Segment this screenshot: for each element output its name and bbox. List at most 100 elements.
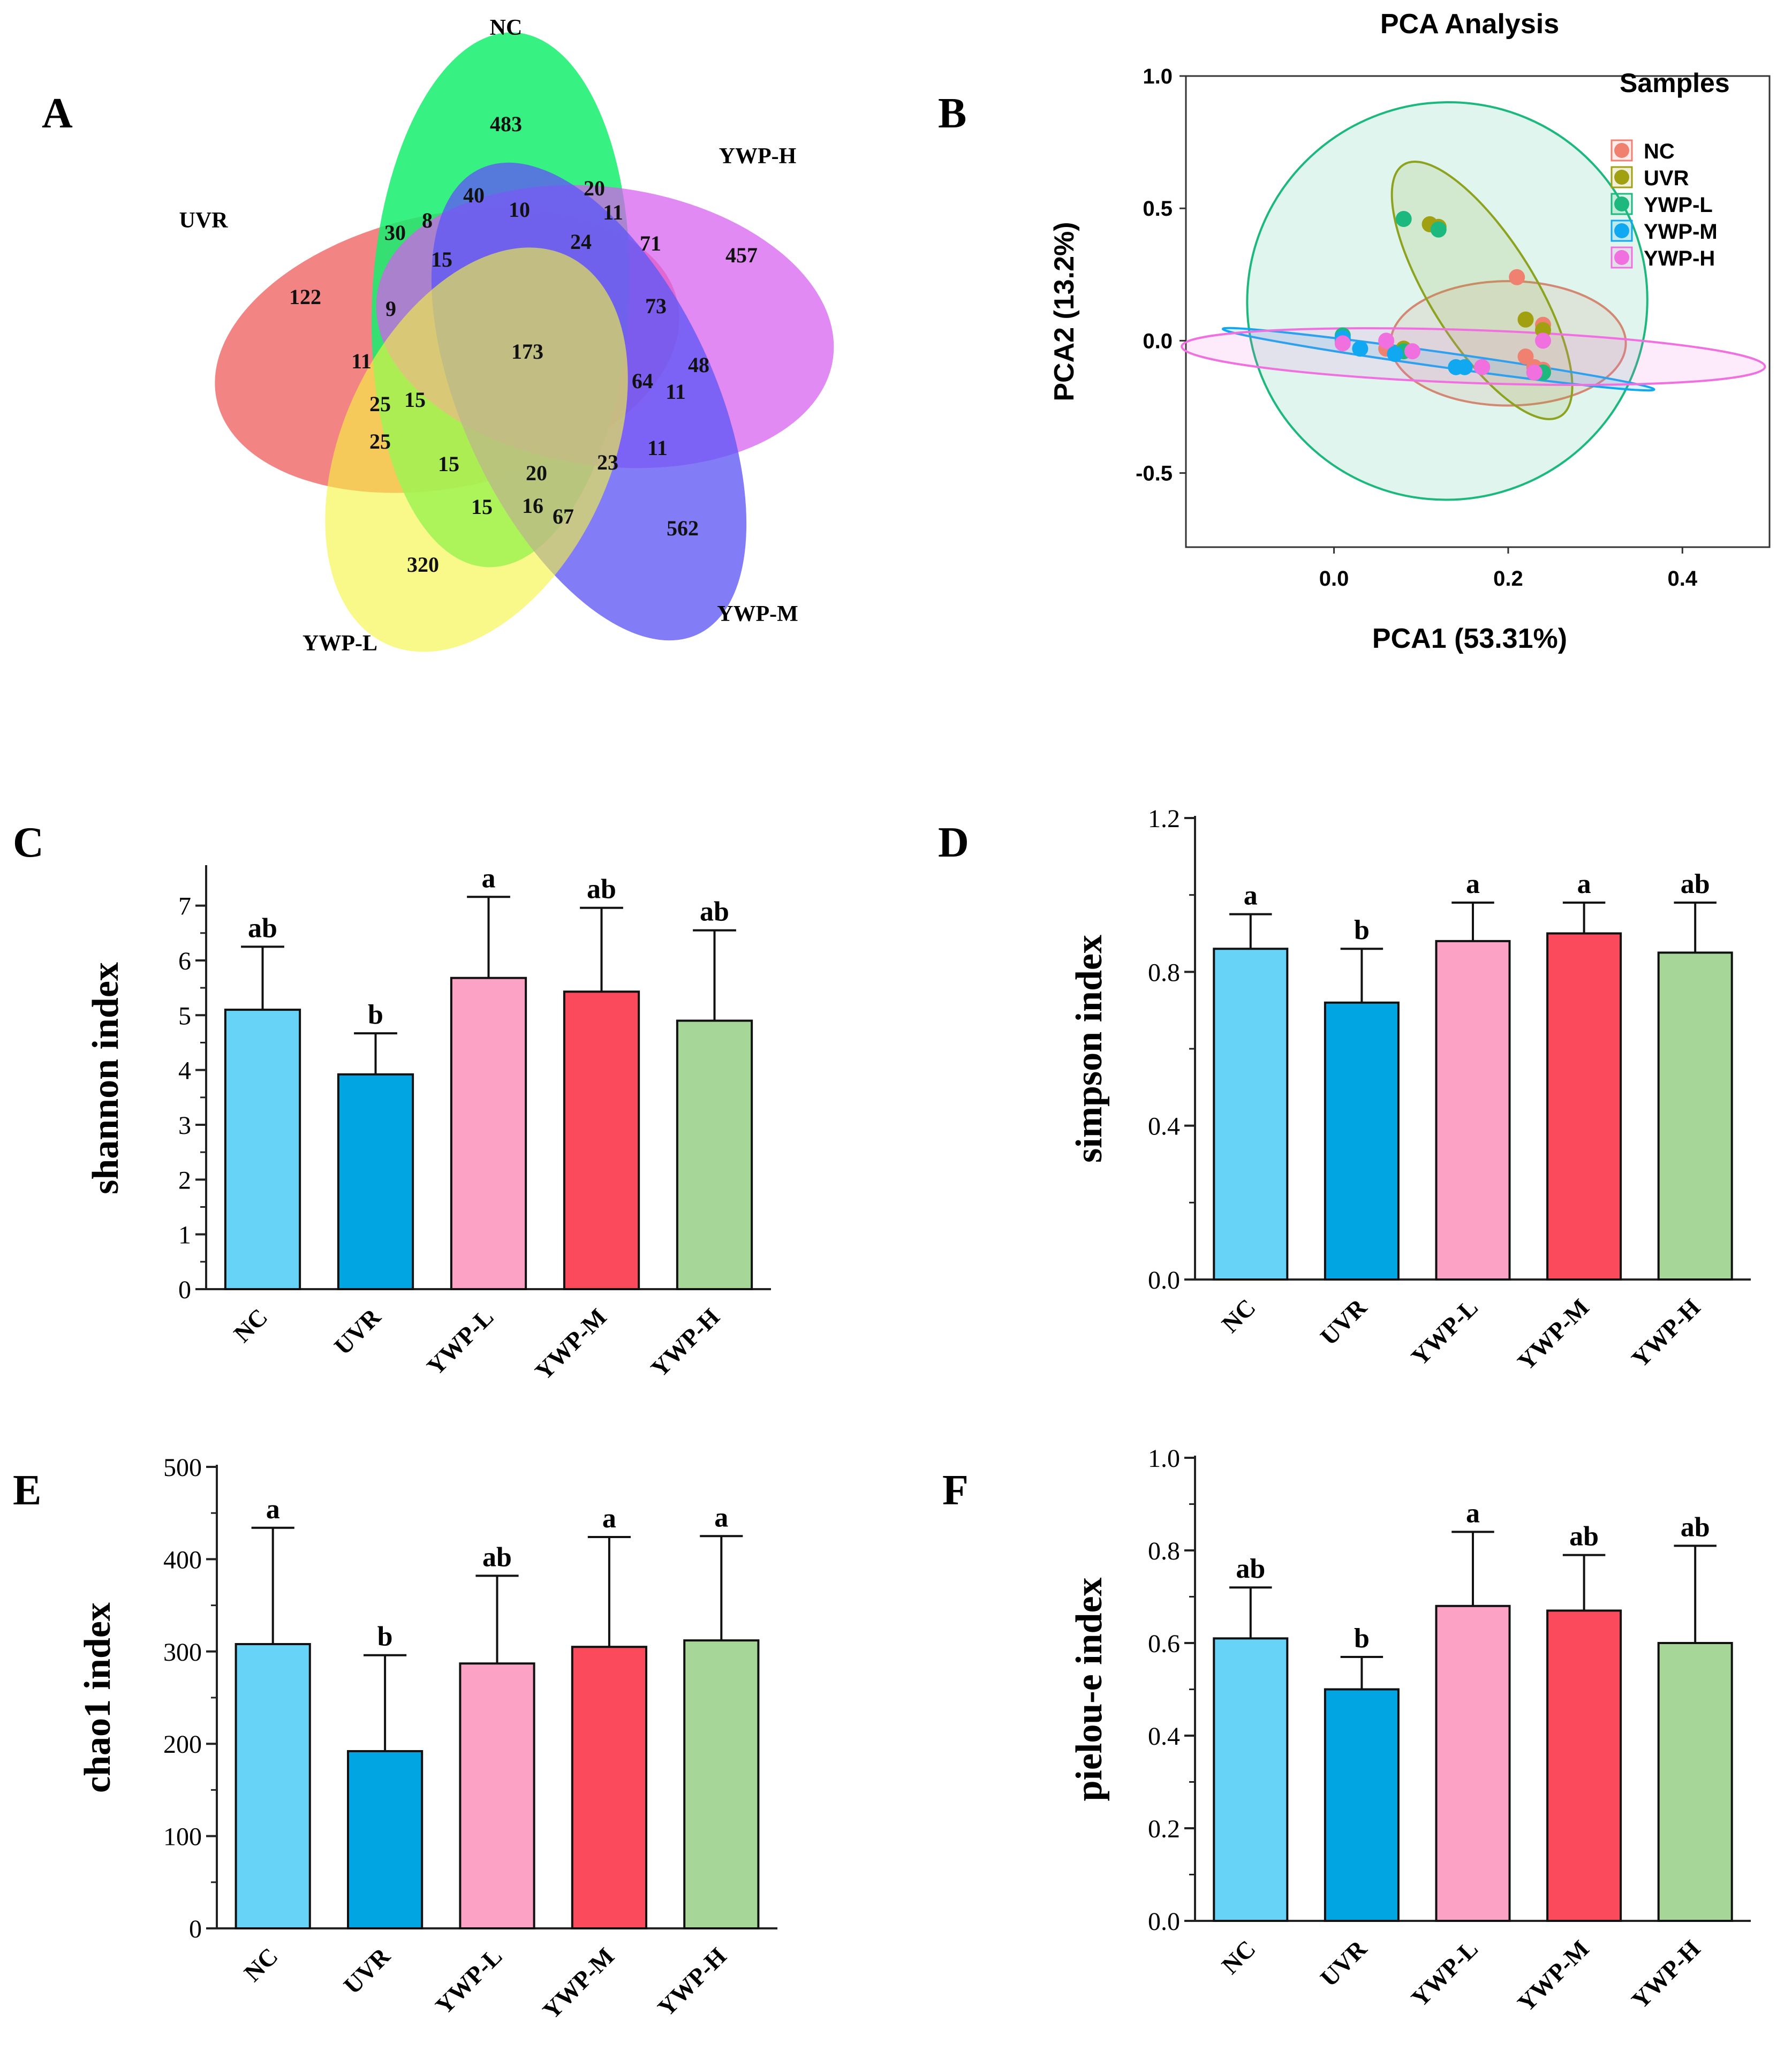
venn-count: 9 — [385, 297, 396, 321]
pca-point-nc — [1509, 269, 1525, 285]
y-tick-label: 0 — [178, 1276, 191, 1304]
significance-label: a — [1466, 1498, 1480, 1528]
x-tick-label: NC — [239, 1942, 283, 1987]
bar-uvr — [1324, 1688, 1400, 1922]
venn-count: 11 — [647, 436, 668, 460]
significance-label: a — [266, 1494, 280, 1525]
pca-ellipse-ywp-l — [1246, 101, 1649, 501]
significance-label: a — [602, 1503, 616, 1534]
venn-count: 562 — [667, 516, 699, 540]
venn-diagram: NC YWP-H UVR YWP-M YWP-L 483 457 122 562 320… — [179, 16, 834, 656]
venn-count: 16 — [522, 494, 543, 518]
pca-points — [1334, 210, 1552, 381]
x-tick-label: NC — [1216, 1293, 1261, 1338]
y-tick-label: 2 — [178, 1166, 191, 1194]
y-tick-label: 0 — [189, 1915, 202, 1943]
bar-ywp-m — [1546, 932, 1622, 1281]
bar-ywp-m — [1546, 1609, 1622, 1922]
significance-label: ab — [700, 897, 729, 927]
x-tick-label: YWP-M — [530, 1303, 611, 1385]
pca-y-tick-label: 0.5 — [1143, 197, 1173, 221]
y-tick-label: 1.2 — [1148, 805, 1180, 833]
pca-point-ywp-l — [1430, 221, 1447, 238]
x-tick-label: NC — [1216, 1935, 1261, 1979]
x-tick-label: YWP-L — [1406, 1935, 1483, 2012]
pca-x-label: PCA1 (53.31%) — [1372, 623, 1567, 654]
y-tick-label: 7 — [178, 892, 191, 921]
pca-confidence-ellipses — [1181, 101, 1766, 501]
y-tick-label: 400 — [163, 1546, 202, 1574]
pca-y-tick-label: -0.5 — [1136, 462, 1173, 486]
bar-nc — [235, 1643, 311, 1930]
venn-count: 122 — [289, 285, 321, 309]
pca-title: PCA Analysis — [1380, 9, 1559, 40]
pca-point-ywp-l — [1395, 210, 1412, 227]
pca-legend-label: YWP-M — [1644, 220, 1718, 244]
bar-uvr — [346, 1750, 424, 1929]
bar-ywp-l — [450, 976, 527, 1290]
y-axis-label: chao1 index — [77, 1602, 118, 1793]
significance-label: ab — [587, 874, 616, 905]
bar-ywp-h — [676, 1019, 753, 1290]
venn-count: 10 — [509, 198, 530, 222]
y-tick-label: 300 — [163, 1638, 202, 1667]
venn-count: 30 — [384, 221, 406, 245]
bar-ywp-l — [459, 1662, 535, 1929]
pca-point-ywp-h — [1334, 335, 1351, 352]
pca-ellipse-ywp-h — [1181, 327, 1766, 386]
venn-count: 23 — [597, 450, 618, 474]
pca-plot-frame — [1185, 75, 1771, 548]
venn-ellipse-ywp-l — [325, 247, 628, 652]
venn-count: 67 — [553, 504, 574, 528]
bar-chart-pielou: 0.0 0.2 0.4 0.6 0.8 1.0 pielou-e index ab NC b UVR… — [1069, 1444, 1751, 2017]
venn-count: 15 — [404, 388, 426, 412]
venn-count: 64 — [632, 369, 653, 393]
x-tick-label: UVR — [338, 1942, 396, 1999]
y-tick-label: 100 — [163, 1823, 202, 1851]
venn-count: 15 — [438, 452, 459, 476]
venn-count: 24 — [570, 230, 592, 254]
significance-label: ab — [1681, 869, 1710, 899]
bar-uvr — [1324, 1001, 1400, 1281]
significance-label: b — [368, 1000, 383, 1030]
y-axis-label: shannon index — [85, 962, 126, 1194]
pca-point-ywp-m — [1387, 346, 1403, 362]
y-tick-label: 0.8 — [1148, 1537, 1180, 1565]
panel-letter-a: A — [42, 90, 73, 137]
significance-label: b — [377, 1622, 393, 1652]
venn-count: 25 — [369, 429, 391, 453]
venn-count: 20 — [584, 176, 605, 200]
y-axis-label: pielou-e index — [1069, 1577, 1110, 1801]
bar-uvr — [337, 1073, 414, 1290]
pca-legend-label: YWP-L — [1644, 193, 1713, 217]
significance-label: a — [482, 863, 496, 894]
y-tick-label: 4 — [178, 1057, 191, 1085]
pca-legend-marker — [1614, 223, 1629, 238]
venn-count: 15 — [431, 247, 452, 271]
x-tick-label: UVR — [1315, 1934, 1372, 1992]
significance-label: ab — [482, 1542, 512, 1572]
pca-y-label: PCA2 (13.2%) — [1049, 222, 1080, 401]
venn-count: 11 — [666, 380, 686, 404]
bar-ywp-m — [571, 1646, 648, 1929]
pca-point-ywp-h — [1474, 359, 1491, 375]
significance-label: a — [1244, 881, 1258, 911]
significance-label: a — [1466, 869, 1480, 899]
y-tick-label: 0.6 — [1148, 1630, 1180, 1658]
venn-set-label: UVR — [179, 208, 229, 233]
x-tick-label: NC — [229, 1303, 273, 1348]
pca-plot: PCA Analysis 0.0 0.2 0.4 -0.5 0.0 0.5 1.0 PCA1… — [1049, 9, 1771, 654]
panel-letter-b: B — [938, 90, 966, 137]
x-tick-label: YWP-L — [421, 1303, 498, 1380]
significance-label: ab — [248, 913, 277, 943]
pca-point-nc — [1517, 349, 1534, 365]
venn-count: 8 — [422, 208, 433, 232]
y-tick-label: 0.4 — [1148, 1112, 1180, 1141]
bar-nc — [224, 1009, 301, 1290]
venn-count: 71 — [640, 231, 661, 255]
bar-ywp-h — [1657, 951, 1733, 1281]
x-tick-label: YWP-M — [1512, 1293, 1594, 1375]
